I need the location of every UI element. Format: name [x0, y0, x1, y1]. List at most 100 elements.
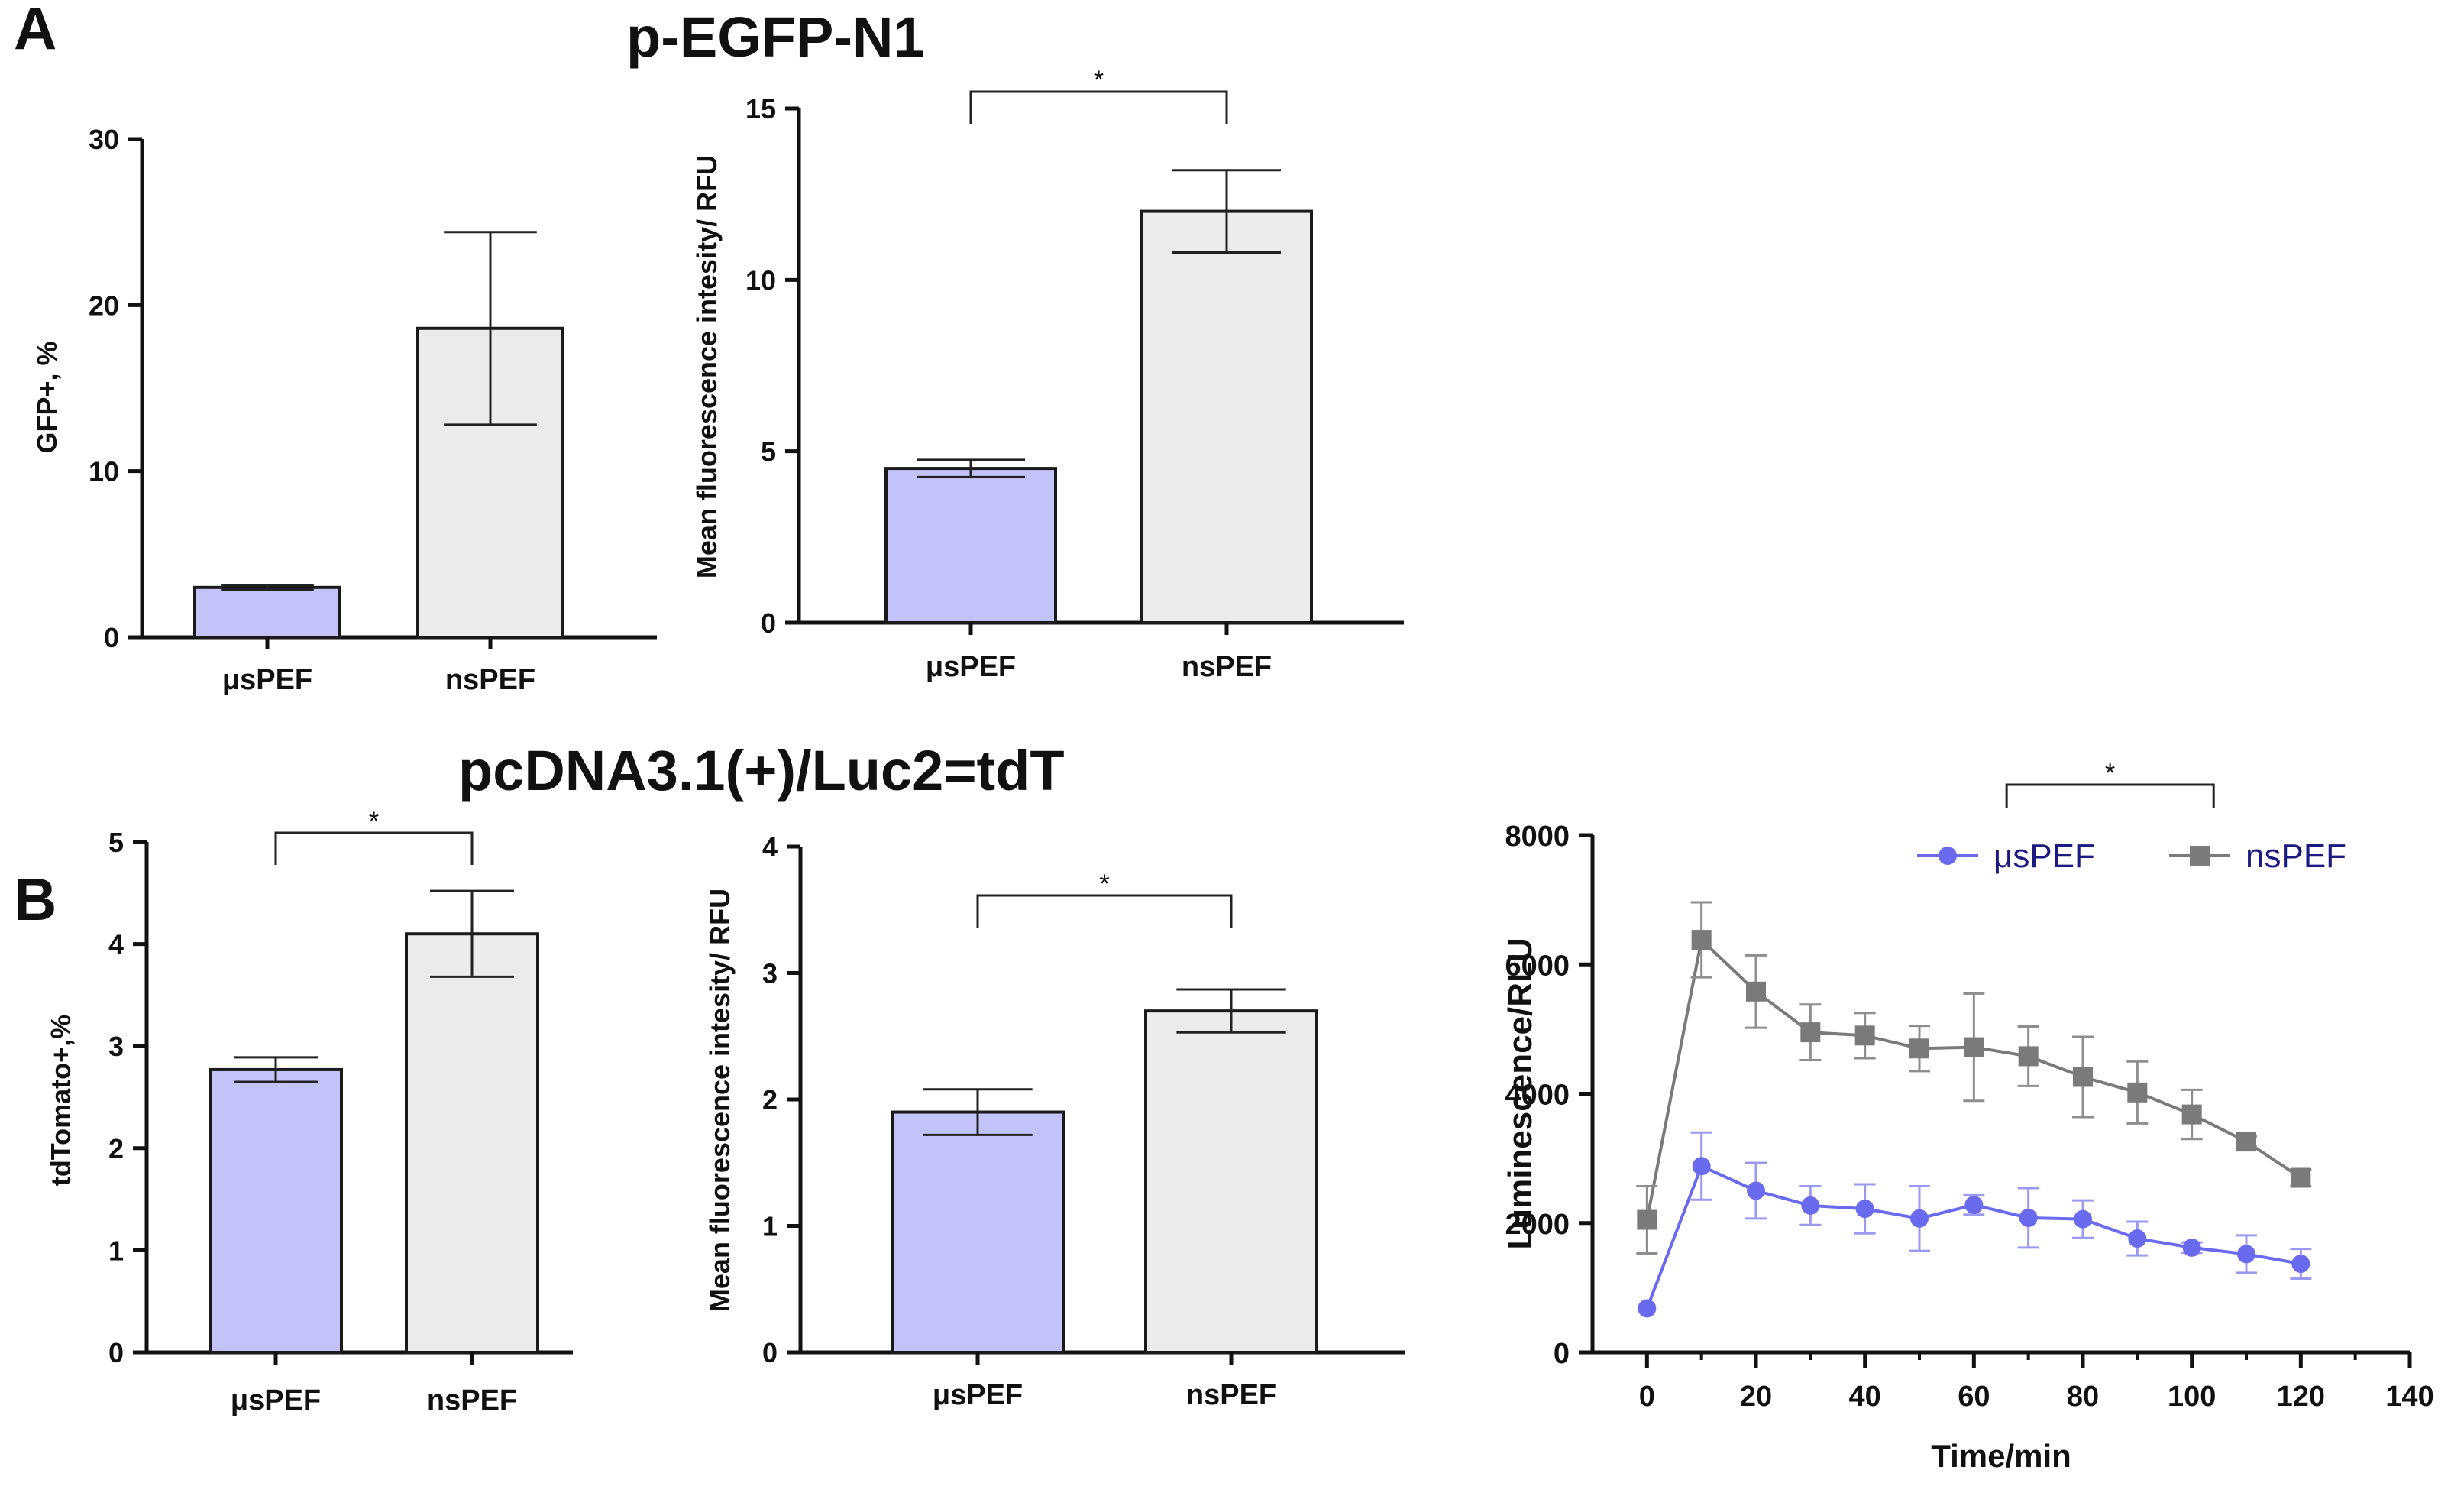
x-tick-label: 120 [2277, 1381, 2325, 1413]
bar-us [884, 467, 1057, 624]
y-tick-label: 0 [1554, 1338, 1570, 1370]
data-point-ns [1909, 1038, 1929, 1059]
series-line-us [1645, 1164, 2301, 1310]
y-tick-label: 10 [89, 456, 119, 487]
x-axis-label: Time/min [1931, 1438, 2071, 1474]
bar-ns [1144, 1009, 1318, 1355]
y-tick-label: 10 [745, 264, 776, 296]
y-tick-label: 20 [89, 290, 119, 321]
chart-a2: 0 5 10 15 Mean fluorescence intesity/ RFU μsP… [691, 66, 1404, 683]
y-tick-label: 8000 [1505, 821, 1570, 853]
y-tick-label: 15 [745, 93, 776, 125]
x-tick-label: 60 [1958, 1381, 1990, 1413]
bar-ns [405, 932, 539, 1354]
data-point-us [2074, 1209, 2092, 1229]
category-label: μsPEF [222, 664, 312, 696]
significance-bracket [969, 90, 1228, 124]
category-label: nsPEF [427, 1384, 517, 1417]
y-tick-label: 1 [762, 1211, 778, 1242]
data-point-ns [2236, 1132, 2256, 1152]
significance-bracket [976, 894, 1233, 928]
y-axis-label: Mean fluorescence intesity/ RFU [691, 155, 723, 578]
y-tick-label: 4 [762, 831, 778, 863]
y-tick-label: 4 [108, 929, 124, 960]
x-tick-label: 0 [1639, 1381, 1655, 1413]
bar-us [891, 1110, 1065, 1355]
data-point-ns [1800, 1022, 1821, 1043]
legend-label-us: μsPEF [1994, 837, 2095, 875]
data-point-us [1910, 1209, 1929, 1228]
data-point-ns [1964, 1037, 1984, 1057]
significance-bracket [274, 831, 474, 865]
data-point-us [1638, 1299, 1657, 1318]
data-point-ns [1691, 930, 1712, 950]
significance-star: * [369, 807, 379, 836]
y-tick-label: 2000 [1505, 1209, 1570, 1241]
y-tick-label: 5 [108, 827, 124, 858]
x-tick-label: 100 [2168, 1381, 2216, 1413]
y-tick-label: 0 [108, 1337, 124, 1368]
data-point-us [2128, 1229, 2147, 1248]
data-point-us [1801, 1196, 1820, 1215]
legend-marker-us [1939, 847, 1957, 865]
legend-label-ns: nsPEF [2246, 837, 2346, 875]
y-tick-label: 2 [108, 1133, 124, 1164]
y-axis-label: Mean fluorescence intesity/ RFU [704, 889, 736, 1312]
y-tick-label: 3 [108, 1031, 124, 1062]
y-tick-label: 0 [104, 622, 119, 653]
data-point-us [1855, 1200, 1874, 1219]
data-point-us [1692, 1157, 1711, 1176]
data-point-us [2019, 1208, 2038, 1227]
x-tick-label: 140 [2385, 1381, 2433, 1413]
category-label: nsPEF [445, 664, 535, 696]
section-title-bottom: pcDNA3.1(+)/Luc2=tdT [458, 739, 1065, 802]
y-tick-label: 4000 [1505, 1080, 1570, 1112]
category-label: μsPEF [926, 651, 1016, 683]
y-axis-label: GFP+, % [31, 341, 63, 453]
category-label: nsPEF [1182, 651, 1272, 683]
y-tick-label: 1 [108, 1235, 124, 1266]
data-point-us [2291, 1255, 2310, 1274]
significance-bracket [2005, 783, 2215, 808]
y-tick-label: 30 [89, 124, 119, 155]
bar-us [209, 1067, 343, 1354]
category-label: nsPEF [1186, 1379, 1276, 1411]
data-point-ns [2018, 1046, 2039, 1067]
significance-star: * [1099, 869, 1109, 899]
y-axis-label: Luminescence/RLU [1502, 937, 1539, 1249]
bar-ns [1140, 209, 1313, 625]
chart-b1: 0 1 2 3 4 5 tdTomato+,% μsPEF nsPEF * [45, 807, 573, 1417]
y-axis-label: tdTomato+,% [45, 1015, 76, 1186]
data-point-ns [1746, 981, 1766, 1002]
data-point-ns [1854, 1025, 1875, 1046]
significance-star: * [1094, 66, 1104, 95]
y-tick-label: 0 [762, 1337, 778, 1368]
chart-a1: 0 10 20 30 GFP+, % μsPEF nsPEF [31, 124, 657, 696]
bar-us [193, 585, 341, 639]
data-point-ns [2291, 1167, 2311, 1188]
data-point-us [2182, 1238, 2201, 1257]
category-label: μsPEF [933, 1379, 1023, 1411]
data-point-ns [2127, 1082, 2148, 1103]
x-tick-label: 40 [1849, 1381, 1881, 1413]
y-tick-label: 2 [762, 1084, 778, 1116]
section-title-top: p-EGFP-N1 [626, 5, 925, 69]
data-point-ns [1637, 1209, 1657, 1230]
data-point-us [2237, 1245, 2255, 1264]
chart-b3: 0 2000 4000 6000 8000 0 20 40 60 80 100 120 140 Time/… [1502, 759, 2434, 1474]
data-point-us [1747, 1181, 1765, 1200]
x-tick-label: 80 [2067, 1381, 2099, 1413]
category-label: μsPEF [231, 1384, 321, 1417]
y-tick-label: 0 [761, 607, 776, 639]
data-point-us [1964, 1196, 1984, 1215]
data-point-ns [2073, 1067, 2093, 1087]
significance-star: * [2105, 759, 2115, 788]
chart-b2: 0 1 2 3 4 Mean fluorescence intesity/ RFU μsPE… [704, 831, 1405, 1411]
y-tick-label: 3 [762, 958, 778, 989]
y-tick-label: 5 [761, 436, 776, 468]
data-point-ns [2181, 1104, 2202, 1125]
panel-label-b: B [14, 866, 57, 933]
x-tick-label: 20 [1740, 1381, 1772, 1413]
panel-label-a: A [14, 0, 57, 62]
